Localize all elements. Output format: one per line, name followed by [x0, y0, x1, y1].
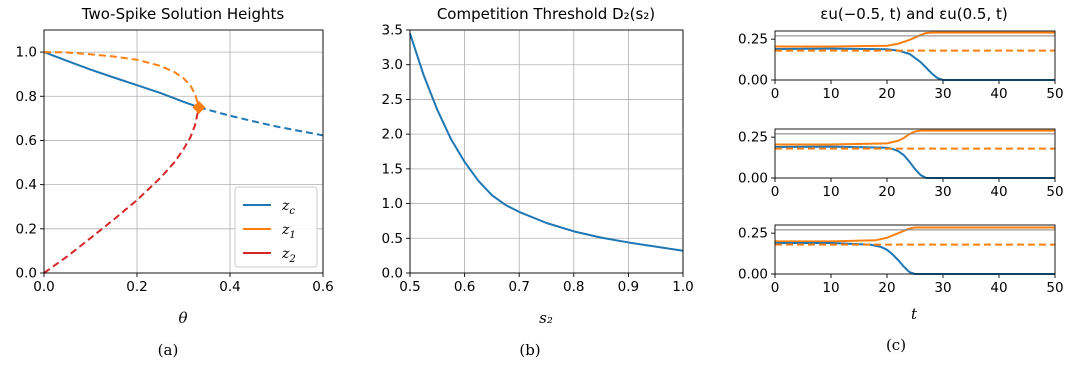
panel-a-legend-label-base: z [281, 222, 290, 238]
panel-c-subplot-1-xtick-label: 0 [771, 86, 780, 102]
panel-b-xtick-label: 0.5 [399, 279, 420, 295]
panel-a-series-line [198, 106, 324, 137]
panel-a-ytick-label: 0.8 [16, 89, 37, 105]
panel-c-subplot-1-xtick-label: 10 [822, 86, 839, 102]
panel-a-xtick-label: 0.4 [219, 279, 240, 295]
panel-b-ytick-label: 3.5 [382, 23, 403, 39]
panel-b-xlabel: s₂ [539, 309, 553, 327]
panel-c-caption: (c) [886, 336, 906, 354]
panel-c-subplot-2-series-line [774, 145, 1055, 179]
panel-a-legend-label-base: z [281, 198, 290, 214]
panel-b-xtick-label: 1.0 [672, 279, 693, 295]
panel-c-subplot-3-series-line [775, 226, 1055, 243]
panel-c-title: εu(−0.5, t) and εu(0.5, t) [820, 5, 1008, 23]
panel-a-legend-label-base: z [281, 246, 290, 262]
panel-b-xtick-label: 0.6 [454, 279, 475, 295]
panel-c: εu(−0.5, t) and εu(0.5, t) t (c) 0 10 20 30… [738, 5, 1064, 354]
panel-c-subplot-1-series-line [775, 31, 1055, 48]
panel-a-ytick-label: 1.0 [16, 45, 37, 61]
panel-c-subplot-frame [774, 128, 1056, 179]
panel-c-subplot-2-xtick-label: 40 [990, 184, 1007, 200]
panel-c-subplot-3-xtick-label: 20 [878, 280, 895, 296]
panel-b-xtick-label: 0.8 [563, 279, 584, 295]
panel-a-ytick-label: 0.4 [16, 177, 37, 193]
panel-c-subplot-frame [774, 30, 1056, 81]
panel-c-subplot-2-ytick-label: 0.00 [738, 171, 768, 187]
panel-c-subplot-3-xtick-label: 10 [822, 280, 839, 296]
panel-c-subplot-2-xtick-label: 10 [822, 184, 839, 200]
panel-a-legend-label: z1 [281, 222, 296, 241]
panel-b-series-line [409, 33, 684, 252]
panel-a-ytick-label: 0.2 [16, 221, 37, 237]
panel-c-subplot-3-xtick-label: 0 [771, 280, 780, 296]
panel-b-ytick-label: 1.0 [382, 196, 403, 212]
panel-b-title: Competition Threshold D₂(s₂) [437, 5, 655, 23]
panel-a-series-line [43, 51, 200, 108]
panel-b-caption: (b) [519, 341, 540, 359]
panel-c-subplot-2-xtick-label: 30 [934, 184, 951, 200]
panel-c-subplot-1-ytick-label: 0.25 [738, 32, 768, 48]
panel-c-subplot-1: 0 10 20 30 40 50 0.00 0.25 [738, 30, 1064, 102]
panel-a-legend-label: z2 [281, 246, 296, 265]
panel-c-subplot-2-ytick-label: 0.25 [738, 130, 768, 146]
panel-c-xlabel: t [911, 305, 918, 323]
panel-b-title-text: Competition Threshold D₂(s₂) [437, 5, 655, 23]
panel-a-xtick-label: 0.6 [312, 279, 333, 295]
panel-a-legend-box [234, 186, 318, 268]
panel-c-subplot-3-xtick-label: 40 [990, 280, 1007, 296]
panel-a-legend-label-subscript: 2 [288, 254, 295, 265]
panel-c-subplot-1-xtick-label: 50 [1046, 86, 1063, 102]
panel-c-subplot-3-ytick-label: 0.00 [738, 267, 768, 283]
panel-b: Competition Threshold D₂(s₂) s₂ (b) 0.5 0… [382, 5, 694, 359]
panel-b-ytick-label: 0.0 [382, 266, 403, 282]
panel-a-series-line [43, 51, 200, 109]
panel-c-subplot-1-series-line [774, 47, 1055, 81]
panel-b-ytick-label: 1.5 [382, 161, 403, 177]
panel-a-caption: (a) [158, 341, 179, 359]
panel-c-subplot-2-series-line [775, 129, 1055, 146]
panel-c-subplot-3-ytick-label: 0.25 [738, 226, 768, 242]
panel-a: Two-Spike Solution Heights θ (a) 0.0 0.2 0… [16, 5, 334, 359]
panel-b-ytick-label: 3.0 [382, 57, 403, 73]
panel-a-legend-label: zc [281, 198, 295, 217]
panel-b-xtick-label: 0.9 [618, 279, 639, 295]
panel-a-title: Two-Spike Solution Heights [81, 5, 285, 23]
panel-c-subplot-3: 0 10 20 30 40 50 0.00 0.25 [738, 224, 1064, 296]
panel-c-subplot-3-xtick-label: 50 [1046, 280, 1063, 296]
panel-c-subplot-3-series-line [775, 241, 1055, 275]
panel-c-subplot-1-xtick-label: 40 [990, 86, 1007, 102]
panel-b-ytick-label: 2.0 [382, 127, 403, 143]
panel-a-xlabel: θ [178, 309, 187, 327]
panel-c-subplot-2-xtick-label: 20 [878, 184, 895, 200]
panel-a-legend-label-subscript: 1 [289, 230, 295, 241]
panel-c-subplot-3-xtick-label: 30 [934, 280, 951, 296]
panel-c-subplot-1-xtick-label: 30 [934, 86, 951, 102]
panel-a-diamond-marker [192, 100, 206, 114]
panel-a-ytick-label: 0.0 [16, 266, 37, 282]
panel-c-subplot-2-xtick-label: 50 [1046, 184, 1063, 200]
panel-b-xtick-label: 0.7 [508, 279, 529, 295]
panel-a-frame [43, 29, 324, 274]
panel-c-subplot-2: 0 10 20 30 40 50 0.00 0.25 [738, 128, 1064, 200]
panel-c-subplot-2-xtick-label: 0 [771, 184, 780, 200]
panel-a-series-line [43, 107, 200, 274]
panel-a-xtick-label: 0.0 [33, 279, 54, 295]
panel-b-ytick-label: 0.5 [382, 231, 403, 247]
panel-c-subplot-1-ytick-label: 0.00 [738, 73, 768, 89]
panel-c-subplot-frame [774, 224, 1056, 275]
panel-a-ytick-label: 0.6 [16, 133, 37, 149]
panel-a-xtick-label: 0.2 [126, 279, 147, 295]
panel-b-frame [409, 29, 684, 274]
panel-c-subplot-1-xtick-label: 20 [878, 86, 895, 102]
panel-b-ytick-label: 2.5 [382, 92, 403, 108]
panel-a-legend-label-subscript: c [289, 206, 295, 217]
